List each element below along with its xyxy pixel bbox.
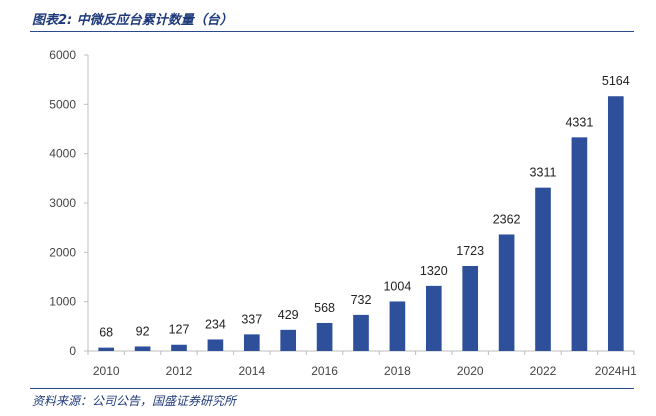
x-tick-label: 2020	[457, 364, 484, 378]
x-tick-label: 2014	[238, 364, 265, 378]
bar	[316, 322, 333, 351]
bar	[462, 265, 479, 351]
data-label: 1320	[420, 264, 448, 278]
x-tick-label: 2024H1	[595, 364, 637, 378]
top-rule	[30, 31, 634, 32]
bar	[353, 314, 369, 351]
bar	[134, 346, 151, 351]
figure-source: 资料来源：公司公告，国盛证券研究所	[32, 394, 237, 408]
data-label: 1723	[456, 244, 484, 258]
data-label: 568	[314, 301, 335, 315]
bar	[171, 344, 187, 351]
data-label: 732	[351, 293, 372, 307]
x-tick-label: 2010	[93, 364, 120, 378]
data-label: 3311	[530, 166, 557, 180]
data-label: 1004	[383, 279, 411, 293]
bar	[280, 329, 297, 351]
data-label: 5164	[602, 74, 630, 88]
bar	[607, 96, 624, 351]
x-axis: 2010 2012 2014 2016 2018 2020 2022 2024H1	[87, 350, 637, 378]
y-tick-label: 2000	[49, 245, 76, 259]
data-label: 234	[205, 317, 226, 331]
x-tick-label: 2018	[384, 364, 411, 378]
y-tick-label: 6000	[49, 48, 76, 62]
bottom-rule	[30, 388, 634, 389]
data-label: 337	[241, 312, 262, 326]
bars	[98, 96, 624, 351]
y-tick-label: 0	[69, 344, 76, 358]
x-tick-label: 2012	[166, 364, 193, 378]
bar	[389, 301, 406, 351]
y-axis: 0 1000 2000 3000 4000 5000 6000	[49, 48, 89, 358]
data-label: 92	[136, 324, 150, 338]
y-tick-label: 4000	[49, 147, 76, 161]
data-label: 2362	[493, 212, 521, 226]
y-tick-label: 1000	[49, 295, 76, 309]
bar	[535, 187, 551, 351]
bar	[243, 334, 260, 351]
data-label: 429	[278, 308, 299, 322]
bar	[98, 347, 115, 351]
x-tick-label: 2016	[311, 364, 338, 378]
x-tick-label: 2022	[530, 364, 557, 378]
figure-title: 图表2: 中微反应台累计数量（台）	[32, 13, 233, 28]
bar	[571, 137, 588, 351]
data-labels: 68 92 127 234 337 429 568 732 1004 1320 1723 2362 33…	[99, 74, 630, 339]
y-tick-label: 3000	[49, 196, 76, 210]
bar	[207, 339, 224, 351]
bar	[425, 285, 442, 351]
data-label: 68	[99, 326, 113, 340]
bar	[498, 234, 515, 351]
y-tick-label: 5000	[49, 97, 76, 111]
data-label: 4331	[565, 115, 593, 129]
data-label: 127	[169, 323, 190, 337]
